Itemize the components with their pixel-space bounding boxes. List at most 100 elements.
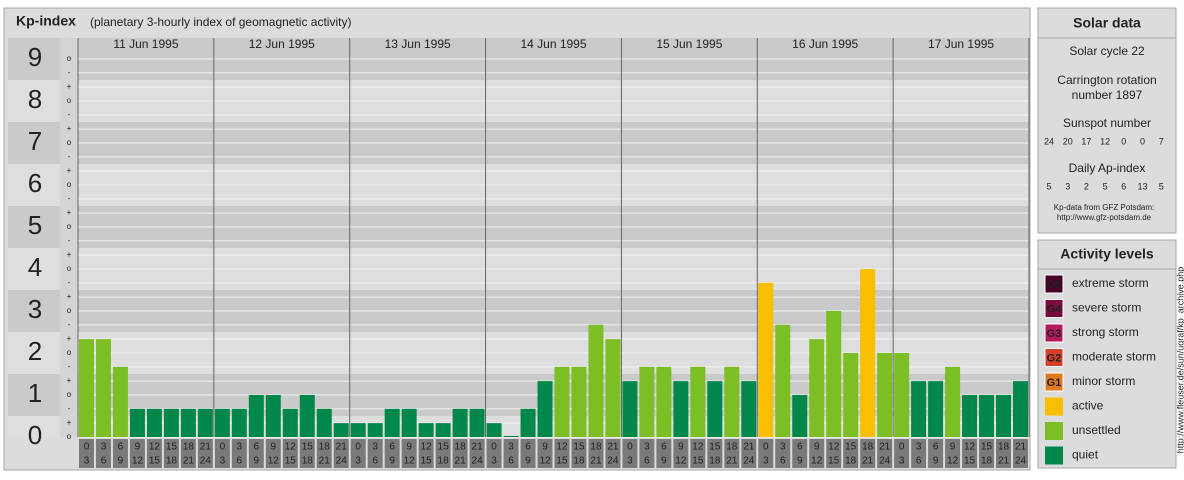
interval-label: 24 — [743, 456, 755, 467]
badge: G2 — [1047, 352, 1062, 364]
bar — [690, 366, 706, 437]
interval-box — [418, 439, 434, 468]
source-url: http://www.gfz-potsdam.de — [1057, 213, 1152, 222]
level-label: unsettled — [1072, 423, 1121, 437]
interval-box — [180, 439, 196, 468]
interval-box — [265, 439, 281, 468]
bar — [401, 408, 417, 437]
interval-label: 12 — [964, 442, 976, 453]
interval-label: 18 — [302, 456, 314, 467]
bar — [622, 381, 638, 437]
bar — [996, 395, 1012, 437]
interval-box — [146, 439, 162, 468]
interval-label: 3 — [101, 442, 107, 453]
interval-box — [979, 439, 995, 468]
interval-box — [299, 439, 315, 468]
bar — [979, 395, 995, 437]
interval-label: 21 — [998, 456, 1010, 467]
bar — [843, 353, 859, 437]
interval-label: 21 — [455, 456, 467, 467]
source: Kp-data from GFZ Potsdam: — [1054, 203, 1154, 212]
band — [78, 416, 1029, 437]
interval-label: 12 — [675, 456, 687, 467]
interval-label: 3 — [237, 442, 243, 453]
bar — [350, 423, 366, 437]
interval-label: 6 — [933, 442, 939, 453]
interval-label: 18 — [438, 456, 450, 467]
bar — [129, 408, 145, 437]
interval-box — [112, 439, 128, 468]
bar — [112, 366, 128, 437]
interval-label: 18 — [709, 456, 721, 467]
interval-box — [367, 439, 383, 468]
sunspot-value: 17 — [1081, 136, 1091, 146]
minor-tick-label: + — [67, 208, 72, 217]
minor-tick-label: o — [67, 348, 72, 357]
interval-box — [469, 439, 485, 468]
interval-label: 0 — [627, 442, 633, 453]
interval-box — [520, 439, 536, 468]
ap-value: 2 — [1084, 181, 1089, 191]
interval-label: 18 — [319, 442, 331, 453]
bar — [520, 408, 536, 437]
y-tick-label: 3 — [28, 294, 42, 324]
interval-label: 12 — [404, 456, 416, 467]
interval-label: 18 — [455, 442, 467, 453]
bar — [554, 366, 570, 437]
swatch — [1044, 299, 1064, 318]
interval-label: 3 — [372, 442, 378, 453]
bar — [214, 408, 230, 437]
interval-label: 15 — [573, 442, 585, 453]
bar — [231, 408, 247, 437]
interval-box — [894, 439, 910, 468]
level-label: active — [1072, 399, 1104, 413]
interval-label: 15 — [964, 456, 976, 467]
interval-label: 6 — [237, 456, 243, 467]
x-tick-label: 16 Jun 1995 — [792, 37, 858, 51]
bar — [486, 423, 502, 437]
interval-label: 6 — [797, 442, 803, 453]
interval-label: 18 — [166, 456, 178, 467]
x-tick-label: 14 Jun 1995 — [520, 37, 586, 51]
interval-box — [622, 439, 638, 468]
interval-box — [214, 439, 230, 468]
interval-label: 15 — [692, 456, 704, 467]
interval-box — [928, 439, 944, 468]
interval-label: 21 — [726, 456, 738, 467]
bar — [180, 408, 196, 437]
interval-label: 24 — [1015, 456, 1027, 467]
interval-label: 24 — [607, 456, 619, 467]
interval-label: 6 — [508, 456, 514, 467]
interval-label: 3 — [355, 456, 361, 467]
swatch — [1044, 274, 1064, 294]
interval-label: 21 — [607, 442, 619, 453]
interval-box — [197, 439, 213, 468]
carrington: number 1897 — [1072, 88, 1143, 102]
minor-tick-label: - — [68, 278, 71, 287]
interval-label: 6 — [254, 442, 260, 453]
bar — [707, 381, 723, 437]
interval-label: 12 — [947, 456, 959, 467]
bar — [299, 395, 315, 437]
bar — [367, 423, 383, 437]
interval-label: 0 — [220, 442, 226, 453]
interval-box — [656, 439, 672, 468]
swatch — [1045, 422, 1063, 440]
interval-label: 15 — [981, 442, 993, 453]
ap-value: 3 — [1065, 181, 1070, 191]
interval-label: 6 — [525, 442, 531, 453]
ap-value: 6 — [1121, 181, 1126, 191]
interval-label: 9 — [661, 456, 667, 467]
minor-tick-label: o — [67, 54, 72, 63]
interval-label: 21 — [319, 456, 331, 467]
interval-label: 18 — [726, 442, 738, 453]
swatch — [1044, 372, 1064, 392]
bar — [877, 353, 893, 437]
interval-label: 15 — [285, 456, 297, 467]
panel-title: Solar data — [1073, 15, 1141, 31]
interval-label: 12 — [268, 456, 280, 467]
interval-box — [911, 439, 927, 468]
x-tick-label: 11 Jun 1995 — [113, 37, 178, 51]
band — [8, 248, 60, 290]
